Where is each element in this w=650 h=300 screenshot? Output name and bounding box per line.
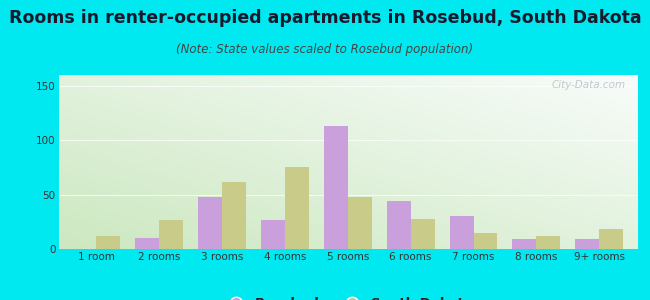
Bar xyxy=(135,238,159,249)
Bar xyxy=(198,197,222,249)
Bar xyxy=(450,216,473,249)
Text: (Note: State values scaled to Rosebud population): (Note: State values scaled to Rosebud po… xyxy=(176,44,474,56)
Bar xyxy=(473,233,497,249)
Text: Rooms in renter-occupied apartments in Rosebud, South Dakota: Rooms in renter-occupied apartments in R… xyxy=(8,9,642,27)
Bar xyxy=(324,126,348,249)
Bar xyxy=(411,218,435,249)
Bar xyxy=(599,230,623,249)
Text: City-Data.com: City-Data.com xyxy=(551,80,625,90)
Bar xyxy=(222,182,246,249)
Bar xyxy=(96,236,120,249)
Bar xyxy=(387,201,411,249)
Bar xyxy=(575,239,599,249)
Bar xyxy=(159,220,183,249)
Bar xyxy=(512,239,536,249)
Bar xyxy=(536,236,560,249)
Bar xyxy=(285,167,309,249)
Legend: Rosebud, South Dakota: Rosebud, South Dakota xyxy=(218,292,478,300)
Bar xyxy=(261,220,285,249)
Bar xyxy=(348,197,372,249)
